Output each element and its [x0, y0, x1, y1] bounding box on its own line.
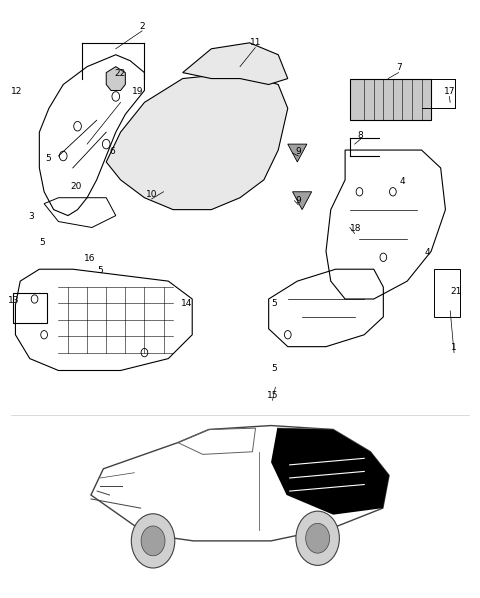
Circle shape: [306, 523, 330, 553]
Text: 3: 3: [28, 212, 34, 221]
Polygon shape: [292, 192, 312, 210]
Bar: [13, 293, 47, 323]
Text: 22: 22: [114, 69, 125, 78]
Text: 13: 13: [8, 295, 20, 305]
Circle shape: [296, 511, 339, 565]
Polygon shape: [271, 428, 389, 515]
Text: 9: 9: [295, 196, 301, 205]
Circle shape: [141, 526, 165, 556]
Text: 19: 19: [132, 87, 143, 96]
Text: 5: 5: [39, 238, 45, 247]
Circle shape: [132, 514, 175, 568]
Polygon shape: [106, 66, 125, 90]
Text: 16: 16: [84, 254, 95, 263]
Bar: [433, 269, 460, 317]
Text: 2: 2: [139, 22, 145, 30]
Text: 11: 11: [250, 38, 261, 47]
Text: 14: 14: [181, 299, 192, 308]
Text: 18: 18: [350, 224, 361, 233]
Text: 12: 12: [11, 87, 22, 96]
Text: 15: 15: [267, 391, 278, 400]
Text: 8: 8: [358, 130, 363, 140]
Text: 10: 10: [146, 190, 157, 199]
Text: 20: 20: [71, 182, 82, 191]
Text: 21: 21: [450, 287, 462, 296]
Text: 4: 4: [400, 176, 405, 185]
Text: 5: 5: [97, 266, 103, 275]
Text: 5: 5: [272, 364, 277, 373]
Polygon shape: [106, 72, 288, 210]
Text: 17: 17: [444, 87, 455, 96]
Text: 6: 6: [109, 147, 115, 155]
Text: 9: 9: [295, 147, 301, 155]
Polygon shape: [350, 78, 431, 120]
Text: 5: 5: [272, 298, 277, 307]
Polygon shape: [288, 144, 307, 162]
Text: 7: 7: [396, 63, 401, 72]
Text: 4: 4: [424, 248, 430, 257]
Text: 5: 5: [45, 154, 51, 163]
Polygon shape: [183, 43, 288, 84]
Text: 1: 1: [451, 343, 457, 352]
